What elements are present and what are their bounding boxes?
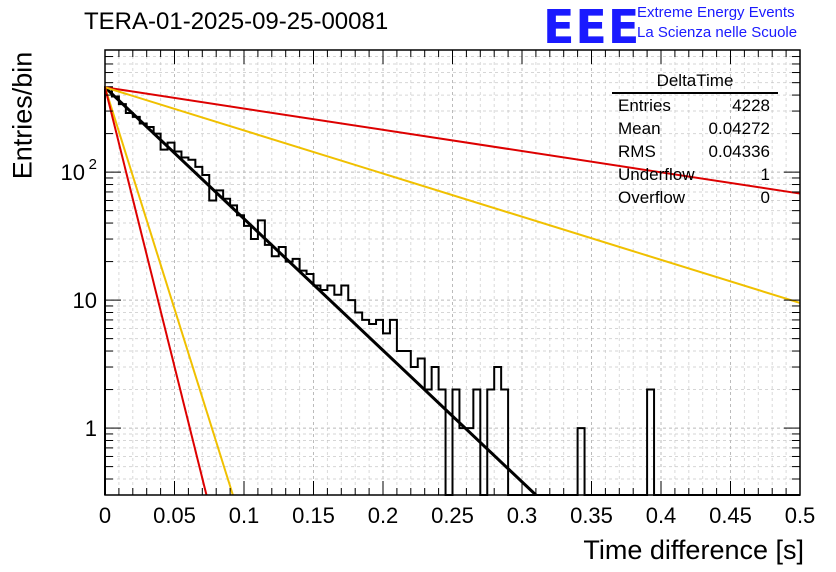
page-title: TERA-01-2025-09-25-00081 (84, 8, 389, 35)
brand-line-1: Extreme Energy Events (637, 4, 795, 21)
curve-lower-red (104, 87, 208, 496)
stats-row: RMS 0.04336 (612, 140, 778, 163)
stats-row: Overflow 0 (612, 186, 778, 209)
x-tick-label: 0.45 (709, 503, 752, 528)
x-axis-label: Time difference [s] (583, 535, 804, 565)
y-tick-label: 1 (85, 416, 97, 441)
x-tick-label: 0.25 (431, 503, 474, 528)
eee-logo: EEE (543, 0, 641, 54)
brand-line-2: La Scienza nelle Scuole (637, 24, 798, 41)
stats-row: Mean 0.04272 (612, 117, 778, 140)
grid-lines (104, 49, 801, 496)
stats-label: Overflow (618, 188, 686, 207)
stats-row: Underflow 1 (612, 163, 778, 186)
stats-box: DeltaTime Entries 4228 Mean 0.04272 RMS 0.0… (612, 70, 778, 209)
stats-label: RMS (618, 142, 656, 161)
stats-value: 0.04336 (708, 142, 770, 161)
curve-upper-yellow (104, 86, 801, 304)
y-tick-label: 10 (73, 288, 97, 313)
x-tick-label: 0 (99, 503, 111, 528)
stats-row: Entries 4228 (612, 94, 778, 117)
curve-upper-red (104, 86, 801, 195)
y-tick-label: 10 (61, 160, 85, 185)
stats-value: 4228 (732, 96, 770, 115)
x-tick-label: 0.35 (570, 503, 613, 528)
fit-curves (103, 86, 801, 497)
x-tick-label: 0.15 (292, 503, 335, 528)
stats-value: 0 (760, 188, 770, 207)
stats-value: 1 (760, 165, 770, 184)
x-tick-label: 0.5 (785, 503, 816, 528)
x-tick-label: 0.3 (507, 503, 538, 528)
y-tick-exponent: 2 (89, 156, 97, 173)
x-tick-label: 0.1 (229, 503, 260, 528)
stats-title: DeltaTime (612, 70, 778, 94)
axis-tick-labels: 0 0.05 0.1 0.15 0.2 0.25 0.3 0.35 0.4 0.45 0.51101… (61, 156, 816, 528)
x-tick-label: 0.2 (368, 503, 399, 528)
stats-value: 0.04272 (708, 119, 770, 138)
x-tick-label: 0.4 (646, 503, 677, 528)
stats-label: Mean (618, 119, 661, 138)
y-axis-label: Entries/bin (7, 51, 38, 180)
curve-fit (103, 86, 537, 497)
curve-lower-yellow (104, 87, 234, 496)
stats-label: Entries (618, 96, 671, 115)
stats-label: Underflow (618, 165, 695, 184)
axis-ticks (104, 49, 801, 496)
x-tick-label: 0.05 (153, 503, 196, 528)
